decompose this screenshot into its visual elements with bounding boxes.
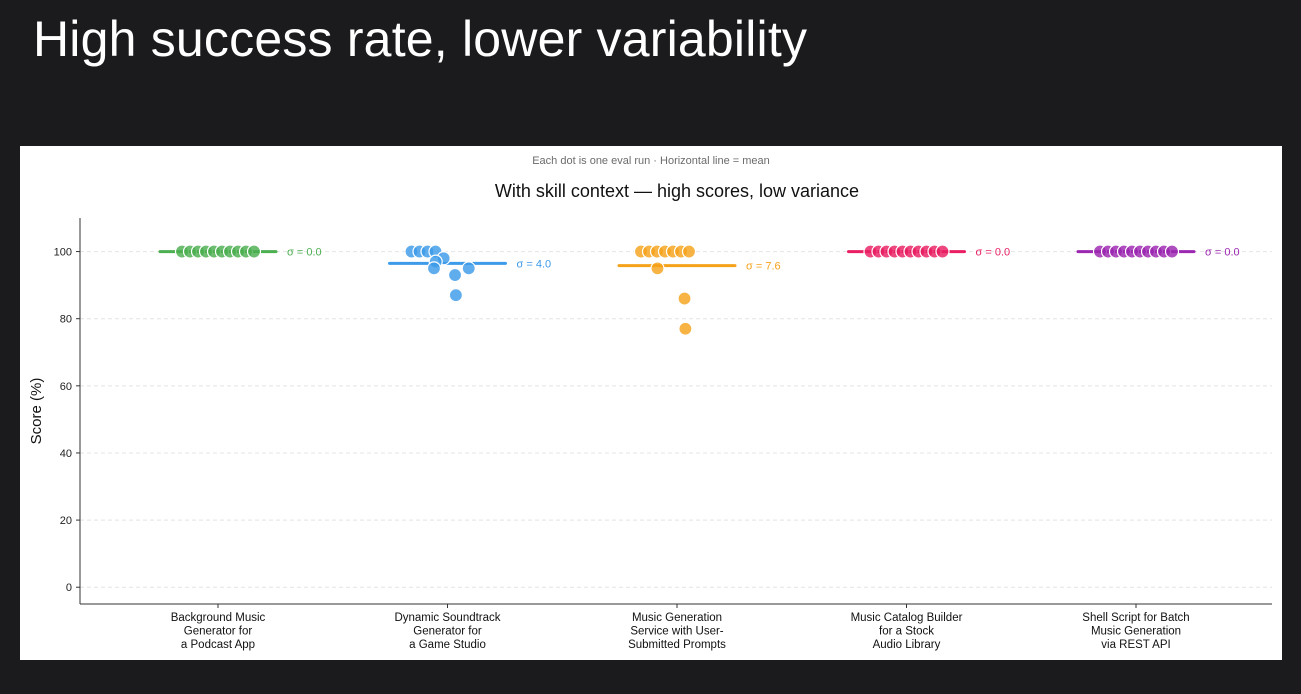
x-tick-label-line: for a Stock	[879, 626, 934, 638]
data-point	[935, 244, 950, 259]
y-tick-label: 20	[60, 515, 72, 527]
data-point	[677, 291, 692, 306]
score-dot-chart: Each dot is one eval run · Horizontal li…	[28, 155, 1272, 651]
y-tick-label: 80	[60, 314, 72, 326]
y-tick-label: 40	[60, 448, 72, 460]
y-tick-label: 0	[66, 582, 72, 594]
x-tick-label: Shell Script for Batch Music Generation vi…	[1082, 612, 1189, 651]
x-tick-label: Dynamic Soundtrack Generator for a Game St…	[394, 612, 500, 651]
slide-title: High success rate, lower variability	[33, 11, 808, 67]
x-tick-label: Music Catalog Builder for a Stock Audio Li…	[851, 612, 963, 651]
data-point	[681, 244, 697, 259]
x-tick-label-line: Service with User-	[630, 626, 723, 638]
sigma-label: σ = 0.0	[287, 247, 322, 259]
data-point	[461, 261, 476, 276]
y-axis-label: Score (%)	[28, 378, 45, 445]
sigma-label: σ = 0.0	[976, 247, 1011, 259]
x-tick-label-line: Dynamic Soundtrack	[394, 612, 500, 624]
chart-panel: Each dot is one eval run · Horizontal li…	[20, 146, 1282, 660]
data-point	[1164, 244, 1180, 259]
x-tick-label-line: Music Generation	[1091, 626, 1181, 638]
x-tick-label-line: Music Generation	[632, 612, 722, 624]
chart-title: With skill context — high scores, low va…	[495, 181, 859, 201]
x-tick-label-line: Music Catalog Builder	[851, 612, 963, 624]
data-point	[678, 321, 693, 336]
x-tick-label: Music Generation Service with User-Submit…	[628, 612, 726, 651]
sigma-label: σ = 7.6	[746, 261, 781, 273]
x-tick-label-line: Background Music	[171, 612, 266, 624]
data-point	[447, 267, 463, 283]
data-point	[426, 261, 442, 276]
chart-subtitle: Each dot is one eval run · Horizontal li…	[532, 155, 770, 167]
x-tick-label-line: a Game Studio	[409, 639, 486, 651]
x-tick-label-line: Submitted Prompts	[628, 639, 726, 651]
x-tick-label-line: Generator for	[413, 626, 482, 638]
data-point	[448, 288, 463, 303]
x-tick-label-line: Generator for	[184, 626, 253, 638]
y-tick-label: 100	[54, 247, 72, 259]
sigma-label: σ = 4.0	[517, 258, 552, 270]
data-point	[650, 261, 665, 276]
y-tick-label: 60	[60, 381, 72, 393]
x-tick-label-line: via REST API	[1101, 639, 1170, 651]
x-tick-label-line: Audio Library	[873, 639, 941, 651]
data-point	[246, 244, 262, 259]
x-tick-label-line: a Podcast App	[181, 639, 255, 651]
sigma-label: σ = 0.0	[1205, 247, 1240, 259]
x-tick-label: Background Music Generator for a Podcast A…	[171, 612, 266, 651]
x-tick-label-line: Shell Script for Batch	[1082, 612, 1189, 624]
